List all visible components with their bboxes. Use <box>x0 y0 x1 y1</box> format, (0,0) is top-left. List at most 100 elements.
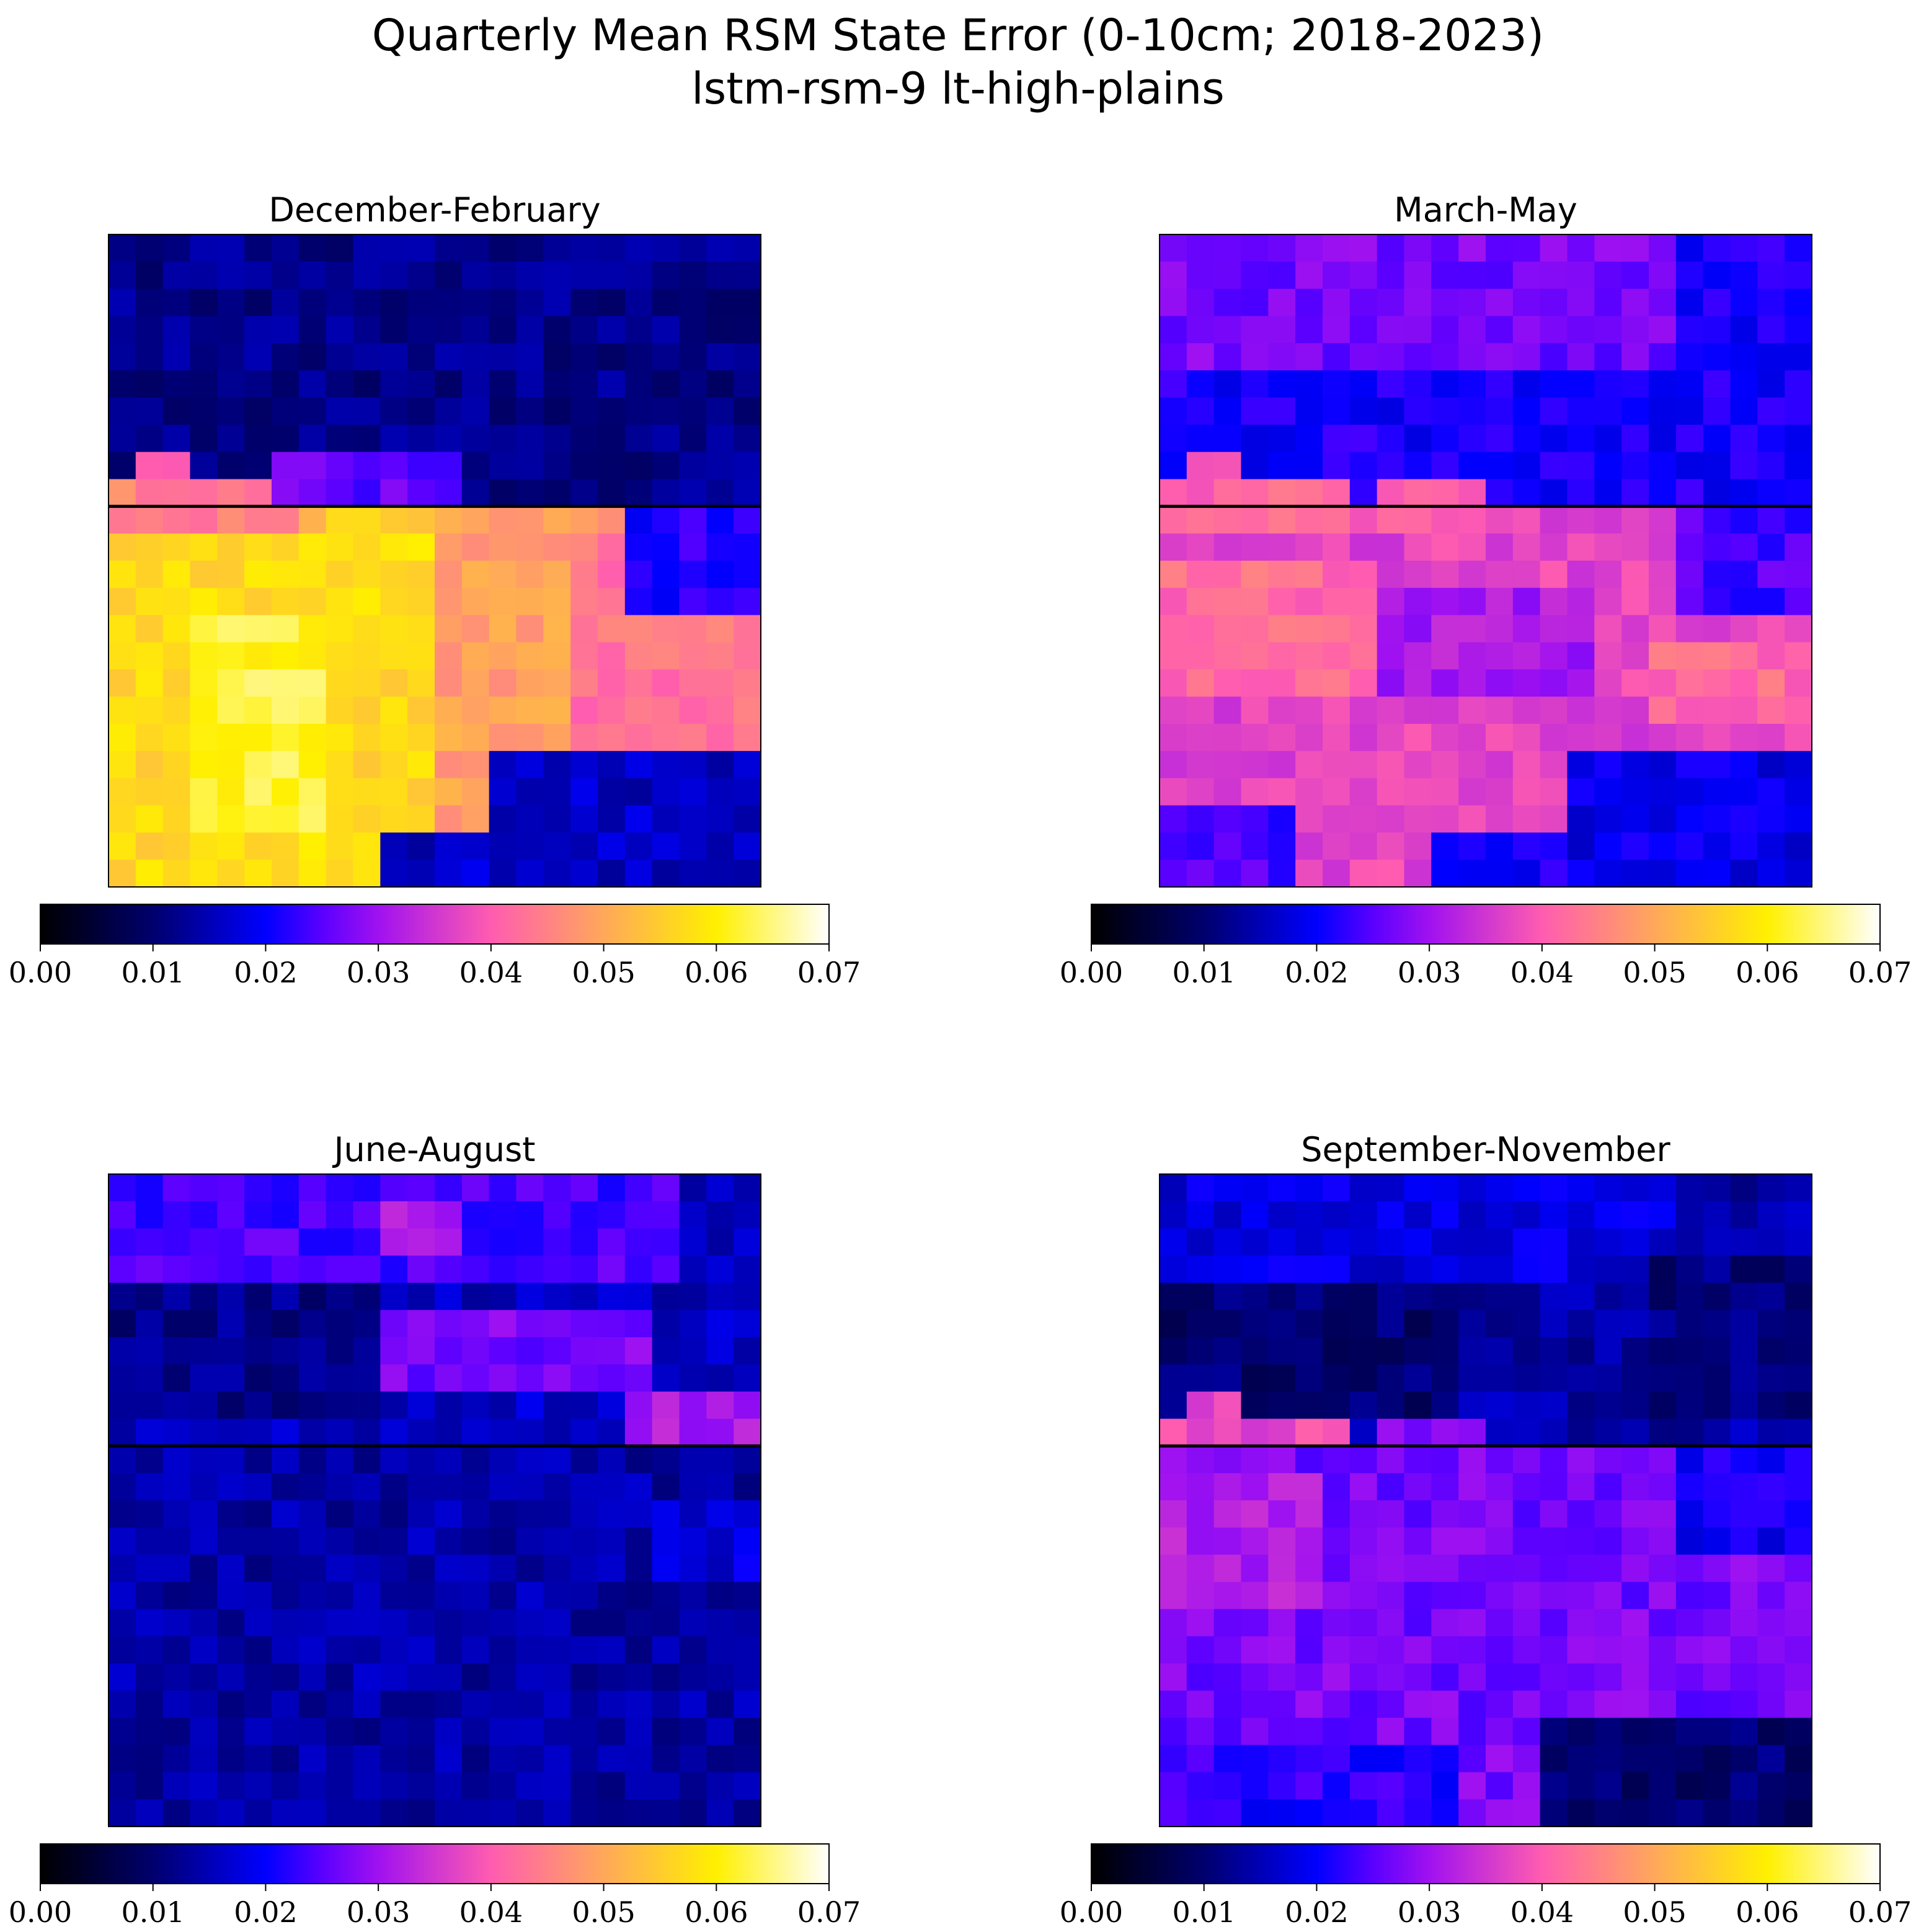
heatmap-cell <box>1186 642 1215 670</box>
heatmap-cell <box>162 587 191 616</box>
heatmap-cell <box>135 1663 164 1691</box>
heatmap-cell <box>1540 587 1568 616</box>
heatmap-cell <box>598 1473 626 1501</box>
heatmap-cell <box>190 1255 218 1283</box>
heatmap-cell <box>1241 1337 1269 1365</box>
heatmap-cell <box>706 1690 734 1719</box>
heatmap-cell <box>1186 1527 1215 1556</box>
heatmap-cell <box>1567 1636 1595 1664</box>
heatmap-cell <box>1241 370 1269 398</box>
heatmap-cell <box>1160 832 1187 860</box>
heatmap-cell <box>190 398 218 425</box>
heatmap-cell <box>1730 615 1758 643</box>
heatmap-cell <box>1649 561 1677 589</box>
heatmap-cell <box>1621 1527 1649 1556</box>
heatmap-cell <box>407 424 435 453</box>
heatmap-cell <box>1160 642 1187 670</box>
heatmap-cell <box>407 1473 435 1501</box>
heatmap-cell <box>326 234 354 262</box>
heatmap-cell <box>272 316 299 344</box>
heatmap-cell <box>1349 1799 1378 1827</box>
heatmap-cell <box>1241 561 1269 589</box>
heatmap-cell <box>1567 343 1595 371</box>
heatmap-cell <box>109 1717 136 1746</box>
heatmap-cell <box>1703 669 1731 697</box>
heatmap-cell <box>353 750 381 779</box>
heatmap-cell <box>162 1337 191 1365</box>
heatmap-cell <box>109 697 136 724</box>
heatmap-cell <box>1703 1636 1731 1664</box>
heatmap-cell <box>489 697 517 724</box>
heatmap-cell <box>326 669 354 697</box>
heatmap-cell <box>1377 506 1405 534</box>
heatmap-cell <box>1512 724 1541 752</box>
heatmap-cell <box>1377 261 1405 290</box>
heatmap-cell <box>298 1799 327 1827</box>
heatmap-cell <box>162 1364 191 1392</box>
heatmap-cell <box>734 615 761 643</box>
heatmap-cell <box>162 1527 191 1556</box>
heatmap-cell <box>1567 1418 1595 1446</box>
heatmap-cell <box>1241 697 1269 724</box>
heatmap-cell <box>1486 587 1514 616</box>
heatmap-cell <box>1567 261 1595 290</box>
heatmap-cell <box>298 1772 327 1800</box>
heatmap-cell <box>516 1609 544 1637</box>
heatmap-cell <box>1431 1554 1459 1583</box>
heatmap-cell <box>1268 1446 1296 1474</box>
heatmap-cell <box>109 1391 136 1420</box>
heatmap-cell <box>244 642 272 670</box>
heatmap-cell <box>734 1582 761 1609</box>
heatmap-cell <box>1160 452 1187 480</box>
heatmap-cell <box>1649 234 1677 262</box>
heatmap-cell <box>624 1337 653 1365</box>
heatmap-cell <box>135 1255 164 1283</box>
heatmap-cell <box>244 1582 272 1609</box>
heatmap-cell <box>679 1636 707 1664</box>
heatmap-cell <box>461 1391 490 1420</box>
heatmap-cell <box>706 398 734 425</box>
heatmap-cell <box>217 424 245 453</box>
heatmap-cell <box>1540 1609 1568 1637</box>
heatmap-cell <box>1649 479 1677 507</box>
heatmap-cell <box>1785 750 1812 779</box>
heatmap-cell <box>1186 697 1215 724</box>
heatmap-cell <box>1649 261 1677 290</box>
heatmap-cell <box>706 533 734 561</box>
heatmap-cell <box>1567 1663 1595 1691</box>
heatmap-cell <box>435 697 463 724</box>
heatmap-cell <box>1160 1255 1187 1283</box>
heatmap-cell <box>489 561 517 589</box>
heatmap-cell <box>1567 1174 1595 1202</box>
heatmap-cell <box>1486 1772 1514 1800</box>
heatmap-cell <box>1458 1690 1486 1719</box>
heatmap-cell <box>435 778 463 806</box>
heatmap-cell <box>1703 1418 1731 1446</box>
colorbar-tick-label: 0.06 <box>685 956 748 989</box>
heatmap-cell <box>1486 1799 1514 1827</box>
heatmap-cell <box>598 533 626 561</box>
heatmap-cell <box>1621 860 1649 888</box>
heatmap-cell <box>516 261 544 290</box>
heatmap-cell <box>1295 778 1323 806</box>
heatmap-cell <box>1186 316 1215 344</box>
heatmap-cell <box>1730 533 1758 561</box>
heatmap-cell <box>1512 1717 1541 1746</box>
heatmap-cell <box>570 1717 598 1746</box>
heatmap-cell <box>1349 479 1378 507</box>
heatmap-cell <box>1540 1283 1568 1311</box>
heatmap-cell <box>1349 1310 1378 1338</box>
heatmap-cell <box>109 642 136 670</box>
heatmap-cell <box>1567 750 1595 779</box>
heatmap-cell <box>435 1799 463 1827</box>
heatmap-cell <box>407 1364 435 1392</box>
heatmap-cell <box>380 1473 408 1501</box>
heatmap-cell <box>1730 1772 1758 1800</box>
heatmap-cell <box>516 561 544 589</box>
heatmap-cell <box>190 1473 218 1501</box>
heatmap-cell <box>1323 1582 1351 1609</box>
heatmap-cell <box>1621 316 1649 344</box>
heatmap-cell <box>380 615 408 643</box>
heatmap-cell <box>734 452 761 480</box>
heatmap-cell <box>679 750 707 779</box>
